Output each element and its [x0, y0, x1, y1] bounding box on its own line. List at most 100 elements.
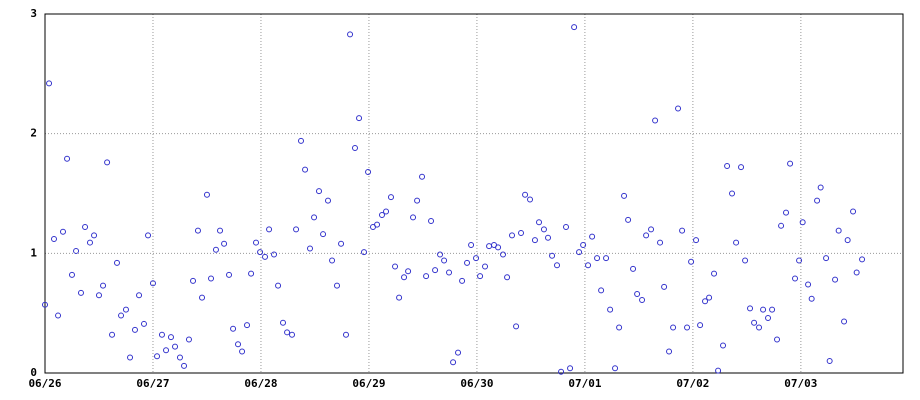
point — [536, 219, 543, 226]
point — [760, 306, 767, 313]
point — [100, 282, 107, 289]
point — [616, 324, 623, 331]
point — [68, 271, 75, 278]
y-tick-label: 0 — [30, 366, 37, 379]
point — [738, 164, 745, 171]
point — [392, 263, 399, 270]
point — [576, 249, 583, 256]
point — [266, 226, 273, 233]
point — [441, 257, 448, 264]
point — [482, 263, 489, 270]
x-tick-label: 06/27 — [136, 377, 169, 390]
point — [518, 229, 525, 236]
point — [257, 249, 264, 256]
point — [325, 197, 332, 204]
point — [808, 295, 815, 302]
point — [342, 331, 349, 338]
point — [59, 228, 66, 235]
y-tick-label: 2 — [30, 127, 37, 140]
plot-border — [44, 13, 904, 374]
point — [113, 259, 120, 266]
point — [522, 191, 529, 198]
point — [567, 365, 574, 372]
point — [459, 277, 466, 284]
point — [702, 298, 709, 305]
y-tick-label: 1 — [30, 246, 37, 259]
point — [724, 162, 731, 169]
point — [679, 227, 686, 234]
point — [190, 277, 197, 284]
point — [77, 289, 84, 296]
point — [558, 368, 565, 375]
point — [634, 291, 641, 298]
point — [387, 194, 394, 201]
point — [652, 117, 659, 124]
point — [787, 160, 794, 167]
point — [208, 275, 215, 282]
x-tick-label: 07/02 — [676, 377, 709, 390]
point — [774, 336, 781, 343]
point — [769, 306, 776, 313]
point — [82, 224, 89, 231]
point — [378, 212, 385, 219]
point — [545, 234, 552, 241]
point — [50, 235, 57, 242]
x-tick-label: 06/30 — [460, 377, 493, 390]
point — [817, 184, 824, 191]
point — [136, 292, 143, 299]
point — [73, 247, 80, 254]
point — [95, 292, 102, 299]
point — [783, 209, 790, 216]
point — [253, 239, 260, 246]
point — [432, 267, 439, 274]
point — [468, 241, 475, 248]
point — [729, 190, 736, 197]
point — [419, 173, 426, 180]
point — [118, 312, 125, 319]
point — [55, 312, 62, 319]
point — [648, 226, 655, 233]
point — [163, 347, 170, 354]
point — [360, 249, 367, 256]
point — [226, 271, 233, 278]
point — [131, 326, 138, 333]
point — [181, 362, 188, 369]
point — [405, 268, 412, 275]
point — [657, 239, 664, 246]
point — [792, 275, 799, 282]
point — [796, 257, 803, 264]
point — [580, 241, 587, 248]
point — [765, 314, 772, 321]
point — [464, 259, 471, 266]
point — [603, 255, 610, 262]
point — [477, 273, 484, 280]
point — [271, 251, 278, 258]
point — [733, 239, 740, 246]
point — [86, 239, 93, 246]
x-tick-label: 07/03 — [784, 377, 817, 390]
point — [835, 227, 842, 234]
point — [684, 324, 691, 331]
point — [639, 297, 646, 304]
point — [154, 353, 161, 360]
point — [594, 255, 601, 262]
point — [289, 331, 296, 338]
point — [826, 358, 833, 365]
point — [742, 257, 749, 264]
point — [185, 336, 192, 343]
point — [280, 319, 287, 326]
point — [711, 270, 718, 277]
point — [500, 251, 507, 258]
point — [643, 232, 650, 239]
point — [244, 322, 251, 329]
point — [140, 320, 147, 327]
point — [428, 218, 435, 225]
point — [720, 342, 727, 349]
point — [356, 115, 363, 122]
point — [563, 224, 570, 231]
point — [351, 145, 358, 152]
point — [859, 256, 866, 263]
point — [320, 231, 327, 238]
point — [203, 191, 210, 198]
point — [853, 269, 860, 276]
